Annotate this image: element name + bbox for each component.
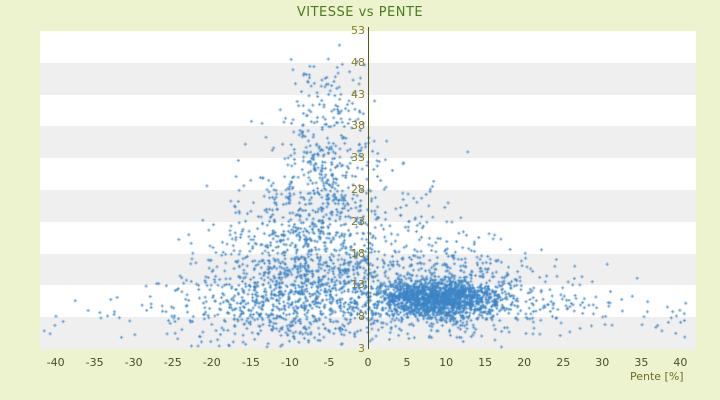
y-tick-label: 3: [358, 342, 365, 355]
x-tick-label: 20: [517, 356, 532, 369]
zero-line: [368, 27, 369, 349]
x-tick-label: -25: [163, 356, 182, 369]
x-tick-label: 40: [673, 356, 688, 369]
x-tick-label: 5: [403, 356, 411, 369]
y-tick-label: 53: [351, 24, 365, 37]
x-tick-label: 10: [439, 356, 454, 369]
x-tick-label: -40: [46, 356, 65, 369]
x-tick-label: 0: [364, 356, 372, 369]
x-tick-label: -35: [85, 356, 104, 369]
x-tick-label: -10: [280, 356, 299, 369]
y-tick-label: 38: [351, 119, 365, 133]
y-tick-label: 23: [351, 214, 365, 228]
x-axis-label: Pente [%]: [630, 370, 684, 383]
x-tick-label: 25: [556, 356, 571, 369]
x-tick-label: -5: [323, 356, 335, 369]
y-tick-label: 28: [351, 183, 365, 196]
y-tick-label: 33: [351, 151, 365, 165]
plot-area: [40, 27, 696, 349]
y-tick-label: 43: [351, 87, 365, 101]
y-tick-label: 48: [351, 55, 365, 69]
y-tick-label: 13: [351, 278, 365, 292]
y-tick-label: 8: [358, 310, 365, 324]
chart-title: VITESSE vs PENTE: [296, 5, 424, 20]
x-tick-label: -30: [124, 356, 143, 369]
x-tick-label: -20: [202, 356, 221, 369]
x-tick-label: 15: [478, 356, 493, 369]
y-tick-label: 18: [351, 246, 365, 260]
x-tick-label: -15: [241, 356, 260, 369]
x-tick-label: 30: [595, 356, 610, 369]
x-tick-label: 35: [634, 356, 649, 369]
